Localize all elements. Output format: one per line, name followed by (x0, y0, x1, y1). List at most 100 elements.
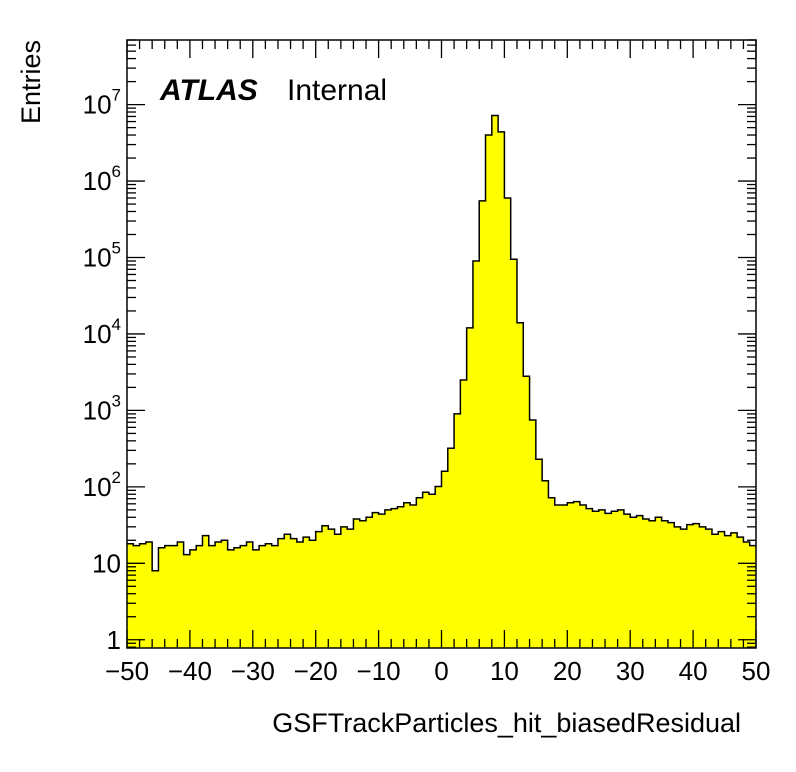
histogram-bin (724, 535, 731, 648)
histogram-bin (686, 524, 694, 648)
histogram-bin (127, 543, 134, 648)
histogram-bin (472, 261, 480, 648)
histogram-bin (221, 540, 228, 648)
histogram-bin (246, 541, 253, 648)
y-tick-label: 105 (83, 239, 121, 273)
histogram-bin (265, 543, 272, 648)
histogram-bin (642, 518, 650, 648)
y-tick-label: 107 (83, 86, 121, 120)
histogram-bin (422, 492, 429, 648)
histogram-bin (554, 504, 562, 648)
histogram-bin (516, 322, 524, 648)
histogram-bin (705, 529, 712, 648)
histogram-bin (359, 520, 367, 648)
histogram-bin (139, 543, 146, 648)
histogram-bin (309, 540, 316, 648)
histogram-bin (196, 545, 203, 648)
histogram-bin (347, 529, 354, 648)
histogram-bin (667, 522, 675, 648)
histogram-bin (523, 376, 530, 648)
x-tick-label: 40 (679, 656, 708, 686)
histogram-bin (548, 497, 555, 648)
y-tick-label: 10 (92, 548, 121, 578)
histogram-bin (202, 535, 209, 648)
histogram-bin (466, 327, 473, 648)
histogram-bin (410, 504, 417, 648)
histogram-bin (208, 545, 216, 648)
histogram-bin (152, 570, 159, 648)
histogram-bin (510, 259, 517, 648)
x-tick-label: 50 (742, 656, 771, 686)
y-tick-labels: 1 10 102 103 104 105 106 107 (83, 86, 121, 655)
histogram-bars (127, 114, 756, 648)
histogram-bin (749, 545, 756, 648)
histogram-bin (321, 525, 329, 648)
histogram-bin (259, 545, 266, 648)
histogram-bin (303, 537, 310, 648)
histogram-bin (711, 534, 719, 648)
histogram-bin (579, 504, 587, 648)
histogram-bin (366, 517, 373, 648)
histogram-bin (718, 531, 725, 648)
histogram-bin (284, 534, 291, 648)
histogram-bin (252, 549, 260, 648)
histogram-bin (428, 494, 436, 648)
histogram-bin (605, 513, 612, 648)
histogram-bin (586, 508, 593, 648)
x-axis-label: GSFTrackParticles_hit_biasedResidual (272, 708, 741, 738)
histogram-bin (592, 511, 599, 648)
histogram-bin (378, 514, 385, 648)
histogram-bin (730, 532, 738, 648)
histogram-bin (567, 502, 574, 648)
histogram-bin (171, 545, 178, 648)
histogram-bin (384, 509, 392, 648)
x-tick-label: 30 (616, 656, 645, 686)
histogram-bin (145, 541, 153, 648)
histogram-bin (693, 523, 700, 648)
x-tick-labels: −50 −40 −30 −20 −10 0 10 20 30 40 50 (105, 656, 771, 686)
histogram-bin (630, 517, 637, 648)
y-axis-label: Entries (16, 40, 46, 124)
histogram-bin (290, 538, 297, 648)
y-tick-label: 1 (107, 625, 121, 655)
histogram-bin (177, 541, 184, 648)
histogram-bin (164, 545, 172, 648)
histogram-bin (479, 200, 486, 648)
x-tick-label: 0 (434, 656, 448, 686)
histogram-outline (127, 114, 756, 572)
histogram-bin (617, 509, 624, 648)
histogram-bin (611, 511, 618, 648)
histogram-bin (183, 554, 190, 648)
histogram-bin (416, 497, 423, 648)
atlas-label: ATLAS (159, 74, 258, 107)
histogram-bin (542, 480, 549, 648)
histogram-bin (636, 515, 643, 648)
histogram-bin (655, 517, 662, 648)
histogram-bin (240, 545, 247, 648)
histogram-bin (454, 413, 461, 648)
histogram-bin (271, 545, 278, 648)
x-tick-label: −10 (357, 656, 401, 686)
histogram-bin (328, 529, 335, 648)
histogram-bin (397, 506, 404, 648)
histogram-bin (680, 529, 687, 648)
histogram-bin (535, 459, 543, 648)
x-tick-label: −40 (168, 656, 212, 686)
y-axis-ticks (127, 39, 756, 648)
histogram-bin (485, 135, 492, 648)
histogram-bin (315, 531, 322, 648)
histogram-bin (447, 448, 455, 648)
histogram-bin (649, 520, 656, 648)
histogram-bin (435, 486, 442, 648)
histogram-bin (623, 514, 631, 648)
internal-label: Internal (287, 74, 387, 107)
histogram-bin (340, 526, 348, 648)
y-tick-label: 104 (83, 315, 121, 349)
histogram-bin (661, 520, 668, 648)
histogram-bin (133, 545, 140, 648)
histogram-bin (504, 198, 511, 648)
histogram-bin (737, 537, 744, 648)
y-tick-label: 103 (83, 391, 121, 425)
histogram-bin (743, 541, 750, 648)
